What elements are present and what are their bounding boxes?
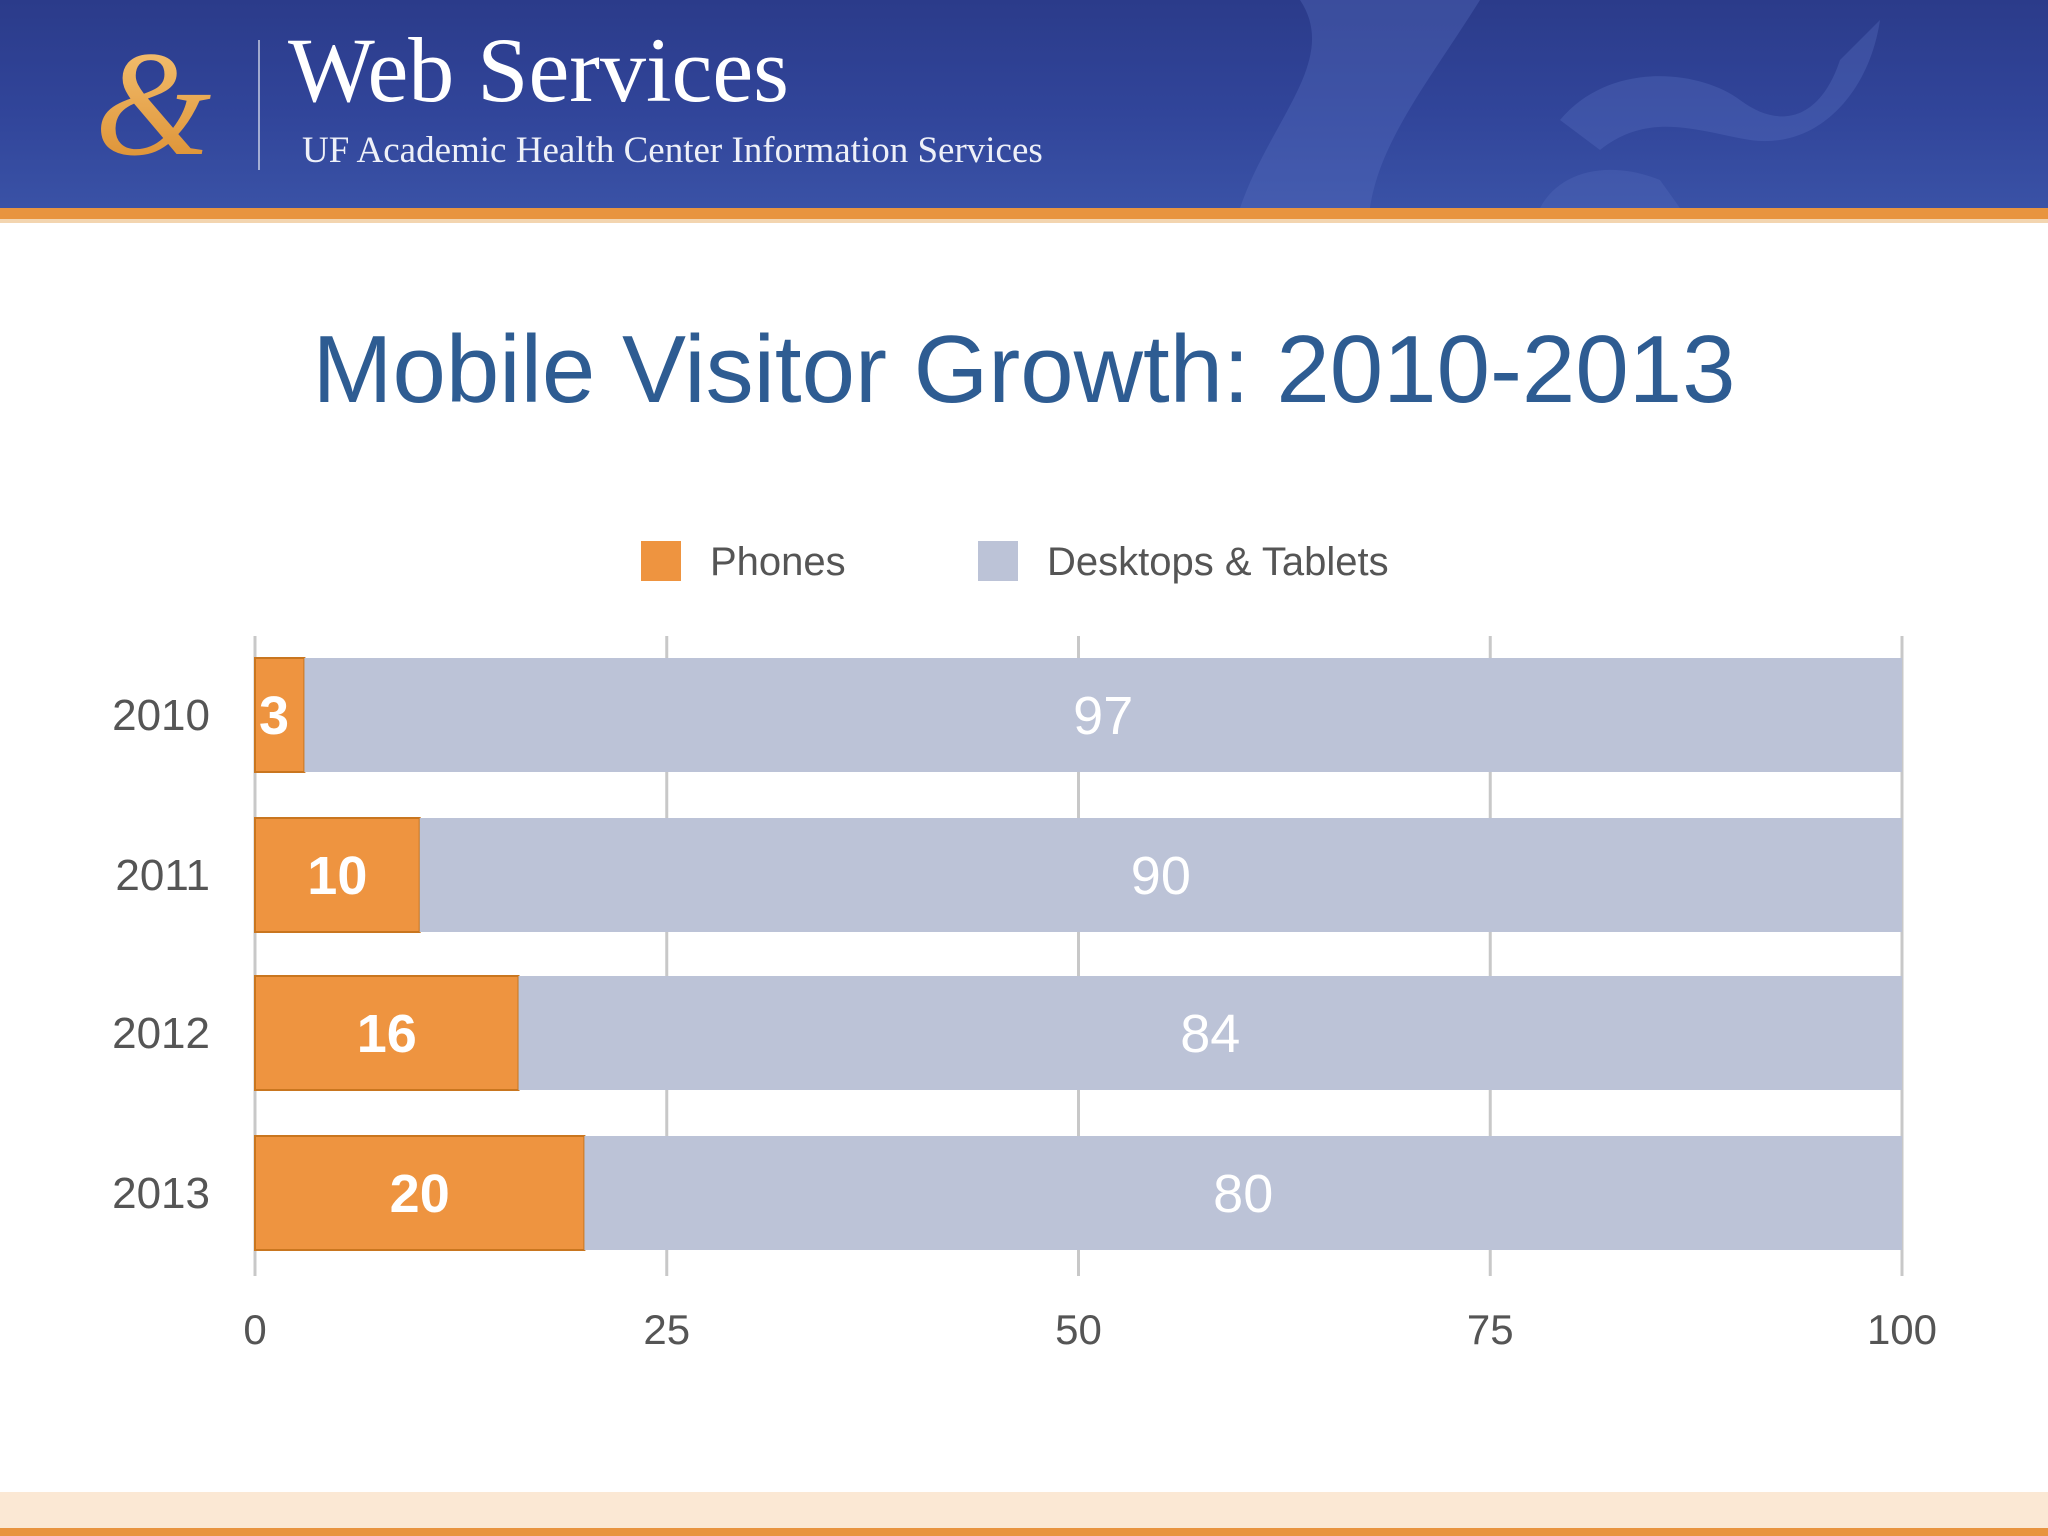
banner-accent-stripe-light: [0, 219, 2048, 223]
legend-label-phones: Phones: [710, 540, 846, 584]
bar-phones: [254, 817, 421, 933]
bar-phones: [254, 657, 306, 773]
x-tick-label: 25: [643, 1306, 690, 1353]
legend-swatch-desktops: [978, 541, 1018, 581]
y-category-label: 2012: [112, 1009, 210, 1058]
bar-desktops-tablets: [584, 1136, 1902, 1250]
x-tick-label: 100: [1867, 1306, 1937, 1353]
y-category-label: 2010: [112, 691, 210, 740]
data-label-phones: 10: [307, 846, 367, 906]
bar-desktops-tablets: [518, 976, 1902, 1090]
data-label-phones: 16: [357, 1004, 417, 1064]
bar-phones: [254, 1135, 586, 1251]
data-label-desktops-tablets: 97: [1073, 686, 1133, 746]
data-label-phones: 20: [390, 1164, 450, 1224]
bar-desktops-tablets: [419, 818, 1903, 932]
svg-text:&: &: [95, 32, 212, 182]
ampersand-watermark-icon: [1240, 0, 1880, 208]
footer-band: [0, 1492, 2048, 1528]
data-label-desktops-tablets: 84: [1180, 1004, 1240, 1064]
legend-label-desktops: Desktops & Tablets: [1047, 540, 1389, 584]
legend-swatch-phones: [641, 541, 681, 581]
y-category-label: 2011: [115, 851, 210, 900]
footer-accent-stripe: [0, 1528, 2048, 1536]
header-banner: & Web Services UF Academic Health Center…: [0, 0, 2048, 208]
banner-accent-stripe: [0, 208, 2048, 219]
data-label-phones: 3: [259, 686, 289, 746]
bar-phones: [254, 975, 520, 1091]
site-subtitle: UF Academic Health Center Information Se…: [302, 130, 1043, 171]
x-tick-label: 75: [1467, 1306, 1514, 1353]
site-title: Web Services: [288, 19, 789, 121]
banner-divider: [258, 40, 260, 170]
bar-desktops-tablets: [304, 658, 1902, 772]
x-tick-label: 0: [243, 1306, 266, 1353]
data-label-desktops-tablets: 90: [1131, 846, 1191, 906]
data-label-desktops-tablets: 80: [1213, 1164, 1273, 1224]
y-category-label: 2013: [112, 1169, 210, 1218]
x-tick-label: 50: [1055, 1306, 1102, 1353]
chart-title: Mobile Visitor Growth: 2010-2013: [312, 316, 1736, 423]
ampersand-logo-icon: &: [95, 32, 212, 182]
